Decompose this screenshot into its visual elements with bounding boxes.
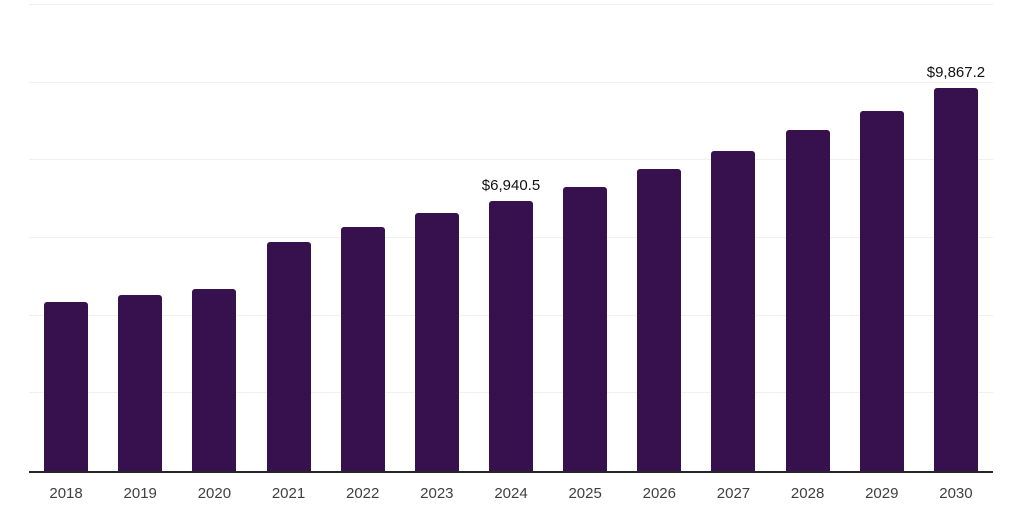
x-tick-label-2022: 2022	[346, 485, 380, 502]
bar-2021[interactable]	[266, 241, 311, 471]
bar-2024[interactable]	[489, 201, 533, 471]
gridline-8000	[29, 159, 993, 161]
x-tick-label-2030: 2030	[939, 485, 973, 502]
x-tick-label-2023: 2023	[420, 485, 454, 502]
x-tick-label-2020: 2020	[197, 485, 232, 502]
x-tick-label-2024: 2024	[494, 485, 528, 502]
gridline-10000	[29, 81, 993, 83]
x-tick-label-2025: 2025	[568, 485, 602, 502]
x-tick-label-2029: 2029	[865, 485, 899, 502]
data-label-2030: $9,867.2	[926, 63, 986, 81]
gridline-12000	[29, 4, 993, 5]
x-tick-label-2018: 2018	[49, 485, 83, 502]
bar-2028[interactable]	[785, 130, 830, 471]
x-tick-label-2027: 2027	[716, 485, 751, 502]
bar-2026[interactable]	[637, 168, 682, 471]
x-tick-label-2028: 2028	[790, 485, 825, 502]
bar-2027[interactable]	[711, 150, 756, 471]
x-tick-label-2019: 2019	[123, 485, 157, 502]
bar-2023[interactable]	[414, 213, 459, 471]
bar-2030[interactable]	[933, 87, 978, 471]
x-tick-label-2021: 2021	[271, 485, 306, 502]
bar-2019[interactable]	[118, 294, 163, 471]
data-label-2024: $6,940.5	[481, 177, 541, 195]
x-tick-label-2026: 2026	[642, 485, 676, 502]
x-axis-labels: 2018 2019 2020 2021 2022 2023 2024 2025 2026 2027…	[29, 485, 993, 507]
bar-2018[interactable]	[44, 302, 89, 471]
plot-area: $6,940.5 $9,867.2	[29, 4, 993, 473]
bar-2029[interactable]	[859, 110, 904, 471]
bar-2025[interactable]	[563, 186, 608, 471]
bar-2022[interactable]	[340, 226, 385, 471]
bar-2020[interactable]	[192, 289, 237, 471]
